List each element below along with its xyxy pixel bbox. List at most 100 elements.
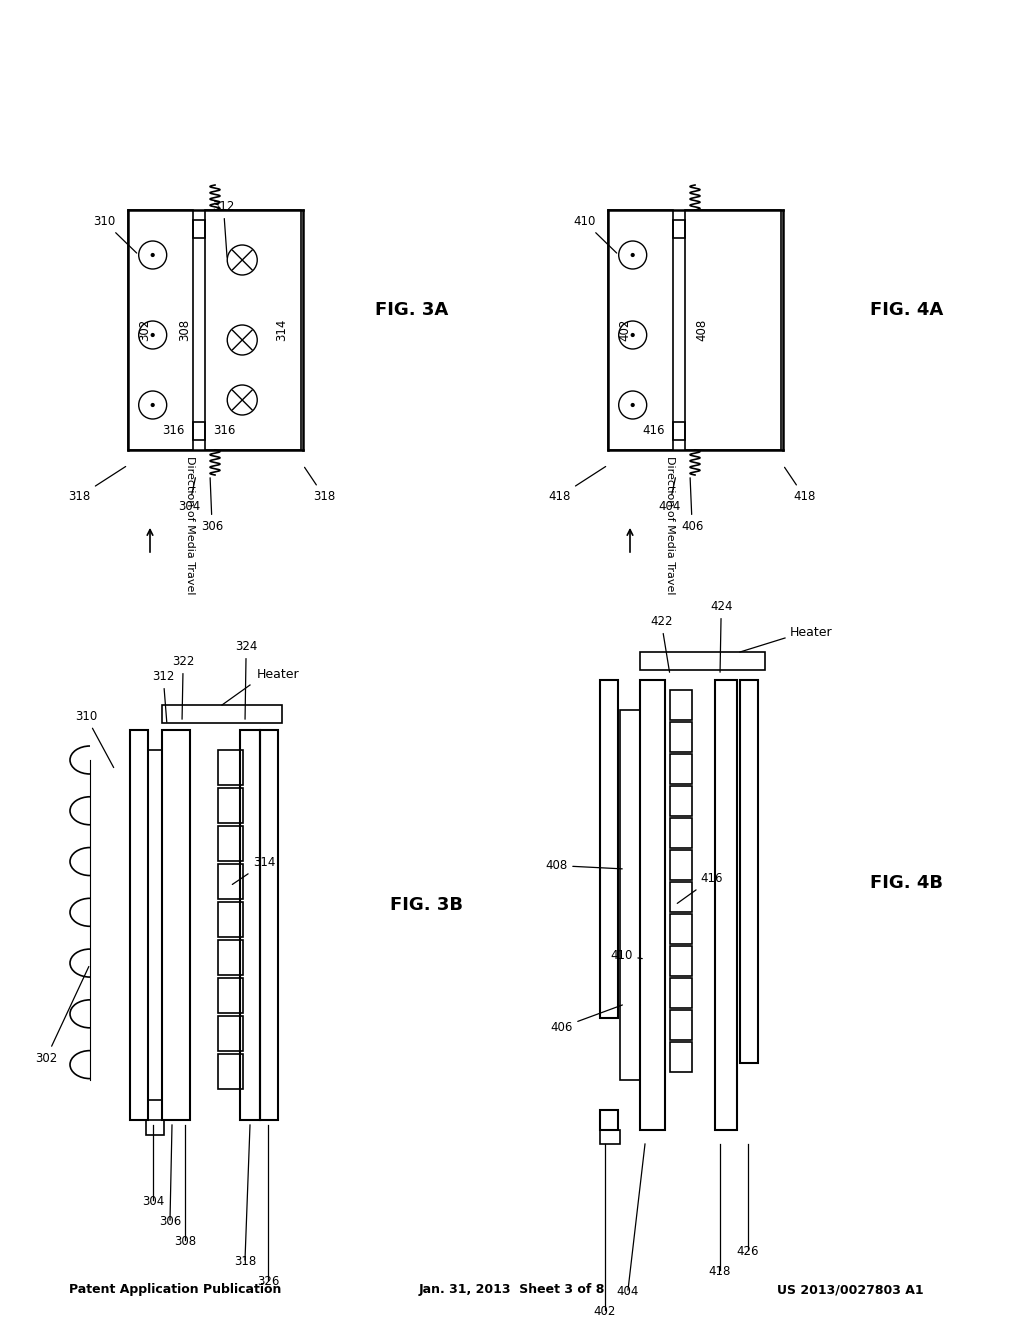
Text: 316: 316	[213, 425, 236, 437]
Text: FIG. 4A: FIG. 4A	[870, 301, 943, 319]
Bar	[240, 730, 260, 1119]
Text: 314: 314	[275, 319, 288, 341]
Text: 308: 308	[178, 319, 191, 341]
Bar	[670, 978, 692, 1008]
Bar	[260, 730, 278, 1119]
Text: 312: 312	[152, 671, 174, 722]
Bar	[670, 946, 692, 975]
Text: 426: 426	[736, 1245, 759, 1258]
Bar	[640, 652, 765, 671]
Text: Heater: Heater	[257, 668, 300, 681]
Text: 404: 404	[658, 478, 680, 513]
Bar	[218, 788, 243, 822]
Text: 424: 424	[710, 601, 732, 672]
Circle shape	[631, 403, 635, 407]
Bar	[218, 1053, 243, 1089]
Text: 306: 306	[159, 1214, 181, 1228]
Circle shape	[631, 333, 635, 337]
Text: 418: 418	[709, 1265, 731, 1278]
Bar	[218, 826, 243, 861]
Text: 416: 416	[677, 873, 723, 903]
Text: 318: 318	[304, 467, 335, 503]
Text: 418: 418	[548, 466, 605, 503]
Bar	[128, 210, 193, 450]
Bar	[670, 818, 692, 847]
Bar	[670, 1010, 692, 1040]
Bar	[673, 422, 685, 440]
Bar	[673, 220, 685, 238]
Bar	[670, 754, 692, 784]
Text: FIG. 4B: FIG. 4B	[870, 874, 943, 891]
Text: 406: 406	[681, 478, 703, 533]
Text: Jan. 31, 2013  Sheet 3 of 8: Jan. 31, 2013 Sheet 3 of 8	[419, 1283, 605, 1296]
Bar	[670, 913, 692, 944]
Bar	[193, 220, 205, 238]
Bar	[670, 690, 692, 719]
Bar	[218, 865, 243, 899]
Text: US 2013/0027803 A1: US 2013/0027803 A1	[776, 1283, 924, 1296]
Bar	[608, 210, 673, 450]
Bar	[218, 750, 243, 785]
Text: 322: 322	[172, 655, 195, 719]
Text: 406: 406	[550, 1005, 623, 1034]
Text: FIG. 3A: FIG. 3A	[375, 301, 449, 319]
Bar	[685, 210, 781, 450]
Text: 308: 308	[174, 1236, 196, 1247]
Text: 422: 422	[650, 615, 673, 672]
Text: 316: 316	[163, 425, 185, 437]
Bar	[162, 705, 282, 723]
Text: 326: 326	[257, 1275, 280, 1288]
Bar	[148, 750, 162, 1100]
Bar	[146, 1119, 164, 1135]
Bar	[600, 680, 618, 1018]
Bar	[640, 680, 665, 1130]
Bar	[130, 730, 148, 1119]
Bar	[218, 978, 243, 1012]
Text: 324: 324	[234, 640, 257, 719]
Text: 318: 318	[68, 466, 126, 503]
Text: 314: 314	[232, 857, 275, 884]
Bar	[162, 730, 190, 1119]
Text: 318: 318	[233, 1255, 256, 1269]
Bar	[715, 680, 737, 1130]
Bar	[218, 902, 243, 937]
Text: Direction of Media Travel: Direction of Media Travel	[665, 455, 675, 594]
Text: FIG. 3B: FIG. 3B	[390, 896, 463, 915]
Text: 408: 408	[545, 859, 623, 873]
Text: 310: 310	[93, 215, 136, 253]
Text: 416: 416	[642, 425, 665, 437]
Bar	[670, 785, 692, 816]
Circle shape	[151, 333, 155, 337]
Text: Patent Application Publication: Patent Application Publication	[69, 1283, 282, 1296]
Bar	[670, 882, 692, 912]
Text: 402: 402	[618, 319, 631, 341]
Text: 302: 302	[138, 319, 151, 341]
Text: 410: 410	[573, 215, 616, 253]
Bar	[670, 722, 692, 752]
Text: 310: 310	[75, 710, 114, 767]
Text: 312: 312	[212, 201, 234, 257]
Circle shape	[631, 253, 635, 257]
Text: 304: 304	[142, 1195, 164, 1208]
Bar	[600, 1130, 620, 1144]
Bar	[193, 422, 205, 440]
Bar	[218, 1016, 243, 1051]
Circle shape	[151, 403, 155, 407]
Text: 302: 302	[35, 966, 89, 1064]
Bar	[670, 850, 692, 880]
Text: Direction of Media Travel: Direction of Media Travel	[185, 455, 195, 594]
Text: 306: 306	[201, 478, 223, 533]
Text: 402: 402	[594, 1305, 616, 1317]
Text: 418: 418	[784, 467, 815, 503]
Bar	[670, 1041, 692, 1072]
Bar	[218, 940, 243, 975]
Text: 404: 404	[616, 1284, 639, 1298]
Text: 410: 410	[610, 949, 642, 962]
Circle shape	[151, 253, 155, 257]
Bar	[740, 680, 758, 1063]
Bar	[600, 1110, 618, 1130]
Text: 304: 304	[178, 478, 201, 513]
Bar	[205, 210, 301, 450]
Bar	[620, 710, 640, 1080]
Text: 408: 408	[695, 319, 708, 341]
